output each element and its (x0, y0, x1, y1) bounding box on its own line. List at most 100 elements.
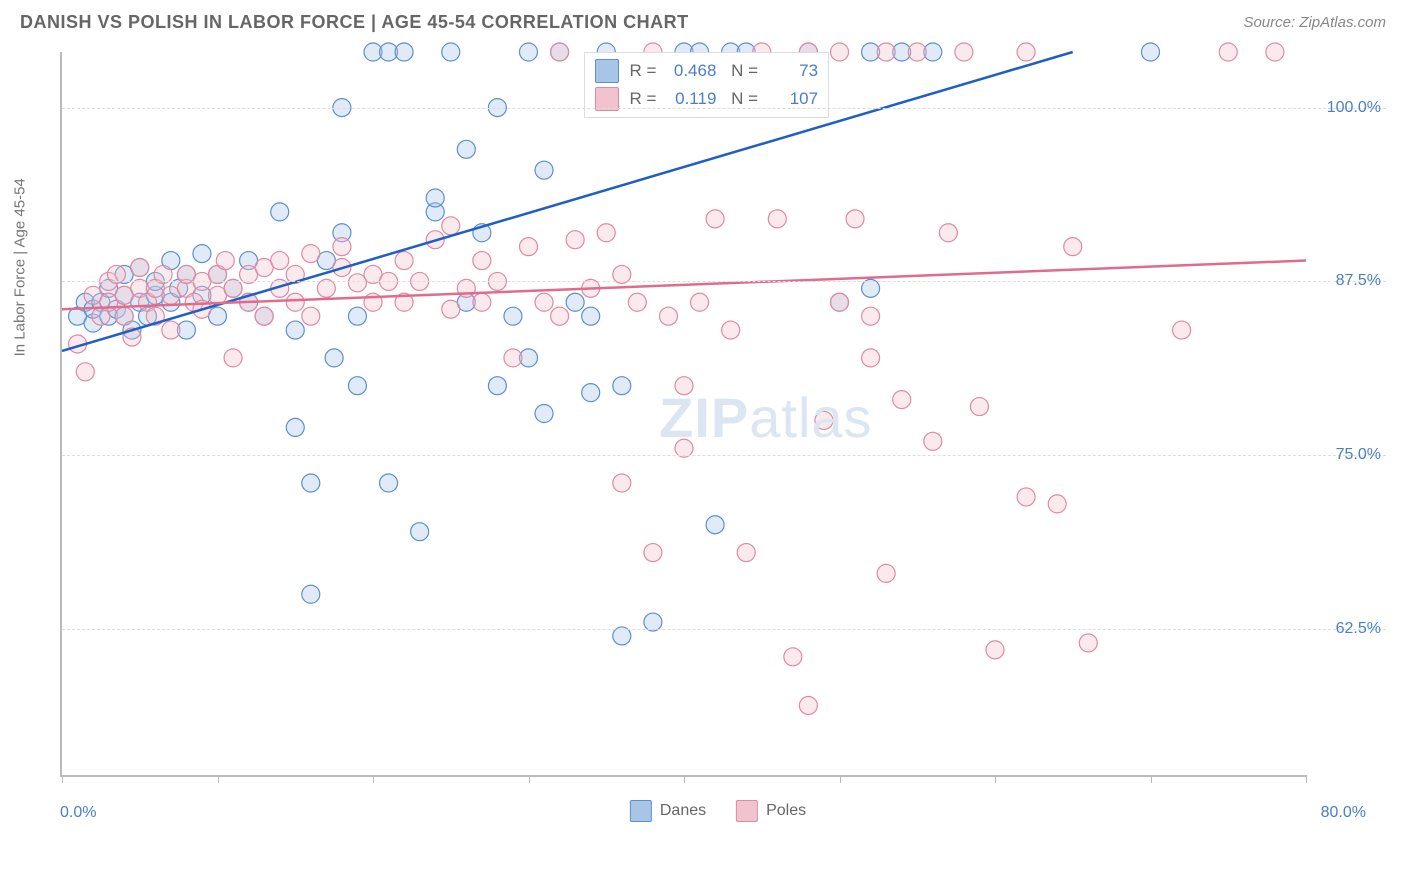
y-tick-label: 87.5% (1336, 272, 1381, 290)
source-attribution: Source: ZipAtlas.com (1243, 14, 1386, 31)
gridline (62, 108, 1386, 109)
data-point (551, 43, 569, 61)
data-point (395, 43, 413, 61)
data-point (302, 245, 320, 263)
stats-r-poles: 0.119 (666, 89, 716, 109)
data-point (970, 398, 988, 416)
x-tick (218, 775, 219, 783)
data-point (768, 210, 786, 228)
data-point (613, 377, 631, 395)
x-tick (1151, 775, 1152, 783)
data-point (582, 384, 600, 402)
data-point (411, 523, 429, 541)
data-point (1219, 43, 1237, 61)
data-point (1017, 43, 1035, 61)
data-point (1079, 634, 1097, 652)
data-point (131, 259, 149, 277)
data-point (1266, 43, 1284, 61)
data-point (862, 349, 880, 367)
x-tick (373, 775, 374, 783)
data-point (442, 43, 460, 61)
data-point (457, 140, 475, 158)
data-point (380, 474, 398, 492)
y-tick-label: 100.0% (1327, 99, 1381, 117)
data-point (628, 293, 646, 311)
x-tick (684, 775, 685, 783)
data-point (706, 210, 724, 228)
data-point (613, 474, 631, 492)
gridline (62, 281, 1386, 282)
data-point (1017, 488, 1035, 506)
data-point (644, 544, 662, 562)
gridline (62, 629, 1386, 630)
data-point (76, 363, 94, 381)
stats-r-label: R = (629, 89, 656, 109)
data-point (675, 377, 693, 395)
data-point (831, 293, 849, 311)
stats-row-danes: R = 0.468 N = 73 (595, 57, 818, 85)
data-point (566, 293, 584, 311)
data-point (488, 377, 506, 395)
data-point (286, 293, 304, 311)
stats-n-danes: 73 (768, 61, 818, 81)
legend-item-poles: Poles (736, 800, 806, 822)
chart-container: In Labor Force | Age 45-54 ZIPatlas R = … (50, 37, 1386, 837)
x-tick (1306, 775, 1307, 783)
data-point (504, 349, 522, 367)
data-point (1142, 43, 1160, 61)
data-point (846, 210, 864, 228)
data-point (286, 418, 304, 436)
danes-swatch-icon (595, 59, 619, 83)
stats-n-poles: 107 (768, 89, 818, 109)
y-tick-label: 75.0% (1336, 446, 1381, 464)
data-point (924, 432, 942, 450)
data-point (520, 238, 538, 256)
data-point (473, 293, 491, 311)
stats-row-poles: R = 0.119 N = 107 (595, 85, 818, 113)
data-point (348, 377, 366, 395)
data-point (302, 474, 320, 492)
data-point (271, 252, 289, 270)
danes-legend-swatch-icon (630, 800, 652, 822)
data-point (551, 307, 569, 325)
data-point (286, 321, 304, 339)
legend: Danes Poles (630, 800, 806, 822)
data-point (815, 411, 833, 429)
data-point (862, 307, 880, 325)
x-tick (62, 775, 63, 783)
data-point (115, 307, 133, 325)
data-point (535, 293, 553, 311)
data-point (504, 307, 522, 325)
data-point (877, 564, 895, 582)
data-point (737, 544, 755, 562)
data-point (908, 43, 926, 61)
data-point (706, 516, 724, 534)
data-point (691, 293, 709, 311)
x-axis-min-label: 0.0% (60, 804, 96, 822)
data-point (348, 307, 366, 325)
data-point (799, 696, 817, 714)
data-point (224, 349, 242, 367)
data-point (535, 405, 553, 423)
data-point (784, 648, 802, 666)
poles-legend-swatch-icon (736, 800, 758, 822)
x-axis-max-label: 80.0% (1321, 804, 1366, 822)
data-point (193, 245, 211, 263)
data-point (426, 189, 444, 207)
y-tick-label: 62.5% (1336, 620, 1381, 638)
data-point (893, 391, 911, 409)
data-point (831, 43, 849, 61)
data-point (597, 224, 615, 242)
chart-header: DANISH VS POLISH IN LABOR FORCE | AGE 45… (0, 0, 1406, 37)
data-point (442, 217, 460, 235)
data-point (582, 307, 600, 325)
data-point (535, 161, 553, 179)
data-point (473, 252, 491, 270)
gridline (62, 455, 1386, 456)
data-point (333, 238, 351, 256)
stats-n-label: N = (726, 89, 758, 109)
x-tick (529, 775, 530, 783)
plot-area: ZIPatlas R = 0.468 N = 73 R = 0.119 N = … (60, 52, 1306, 777)
legend-label-danes: Danes (660, 802, 706, 820)
data-point (1173, 321, 1191, 339)
